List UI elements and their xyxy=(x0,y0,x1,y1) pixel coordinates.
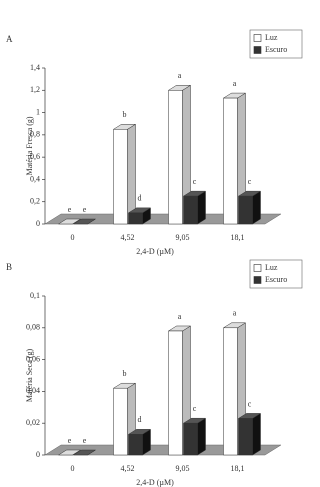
bar-top xyxy=(57,218,82,225)
y-tick-label: 0,8 xyxy=(30,130,40,139)
y-tick-label: 1,2 xyxy=(30,85,40,94)
x-tick-label: 4,52 xyxy=(121,233,135,242)
y-tick-label: 0,06 xyxy=(26,354,40,363)
y-tick-label: 0,04 xyxy=(26,386,40,395)
legend-swatch xyxy=(253,34,262,42)
x-tick-label: 18,1 xyxy=(231,464,245,473)
bar-front xyxy=(183,195,198,225)
significance-letter: b xyxy=(123,110,127,119)
significance-letter: a xyxy=(178,312,182,321)
legend-label: Escuro xyxy=(265,275,287,284)
y-tick-label: 0,2 xyxy=(30,197,40,206)
legend-swatch xyxy=(253,276,262,284)
bar-front xyxy=(128,434,143,456)
significance-letter: c xyxy=(193,177,197,186)
x-tick-label: 18,1 xyxy=(231,233,245,242)
x-tick-label: 0 xyxy=(71,464,75,473)
significance-letter: c xyxy=(193,404,197,413)
significance-letter: e xyxy=(83,205,87,214)
bar xyxy=(127,428,152,456)
x-axis-label: 2,4-D (µM) xyxy=(136,478,174,487)
bar-front xyxy=(168,330,183,456)
figure: A 0 0,2 0,4 0,6 0,8 1 1,2 1,4 Matéria Fresca (g) 0… xyxy=(6,29,303,487)
y-tick-label: 0,1 xyxy=(30,291,40,300)
legend-label: Luz xyxy=(265,263,278,272)
bar-front xyxy=(113,129,128,225)
legend-label: Luz xyxy=(265,33,278,42)
significance-letter: b xyxy=(123,369,127,378)
y-tick-label: 1 xyxy=(36,107,40,116)
bar xyxy=(222,92,247,225)
significance-letter: e xyxy=(68,205,72,214)
significance-letter: d xyxy=(138,194,142,203)
bar-front xyxy=(223,97,238,225)
bar xyxy=(237,190,262,225)
panel-label: A xyxy=(6,34,13,44)
bar-front xyxy=(183,422,198,456)
bar xyxy=(112,123,137,225)
significance-letter: c xyxy=(248,177,252,186)
bar xyxy=(57,218,82,225)
y-tick-label: 1,4 xyxy=(30,63,40,72)
y-tick-label: 0,08 xyxy=(26,323,40,332)
bar-front xyxy=(168,90,183,225)
bar-front xyxy=(223,327,238,456)
y-tick-label: 0,4 xyxy=(30,174,40,183)
bar xyxy=(72,449,97,456)
bar-front xyxy=(238,418,253,456)
x-axis-label: 2,4-D (µM) xyxy=(136,247,174,256)
y-axis-label: Matéria Seca (g) xyxy=(25,349,34,403)
bar-front xyxy=(128,212,143,225)
x-tick-label: 0 xyxy=(71,233,75,242)
y-axis-label: Matéria Fresca (g) xyxy=(25,116,34,175)
significance-letter: d xyxy=(138,415,142,424)
significance-letter: a xyxy=(178,71,182,80)
bar xyxy=(167,84,192,225)
y-tick-label: 0 xyxy=(36,219,40,228)
bar xyxy=(182,417,207,456)
bar-side xyxy=(197,190,206,225)
bar-side xyxy=(252,412,261,456)
bar xyxy=(127,207,152,225)
x-tick-label: 9,05 xyxy=(176,233,190,242)
bar xyxy=(57,449,82,456)
significance-letter: a xyxy=(233,309,237,318)
significance-letter: c xyxy=(248,399,252,408)
bar-top xyxy=(57,449,82,456)
bar xyxy=(182,190,207,225)
y-tick-label: 0 xyxy=(36,450,40,459)
y-tick-label: 0,02 xyxy=(26,418,40,427)
bar-side xyxy=(197,417,206,456)
bar-front xyxy=(238,195,253,225)
x-tick-label: 4,52 xyxy=(121,464,135,473)
bar-side xyxy=(252,190,261,225)
bar xyxy=(237,412,262,456)
x-tick-label: 9,05 xyxy=(176,464,190,473)
y-tick-label: 0,6 xyxy=(30,152,40,161)
significance-letter: e xyxy=(68,436,72,445)
significance-letter: e xyxy=(83,436,87,445)
bar-top xyxy=(72,218,97,225)
legend-swatch xyxy=(253,46,262,54)
bar xyxy=(72,218,97,225)
significance-letter: a xyxy=(233,79,237,88)
bar-top xyxy=(72,449,97,456)
legend-label: Escuro xyxy=(265,45,287,54)
panel-label: B xyxy=(6,262,12,272)
bar-front xyxy=(113,387,128,456)
legend-swatch xyxy=(253,264,262,272)
